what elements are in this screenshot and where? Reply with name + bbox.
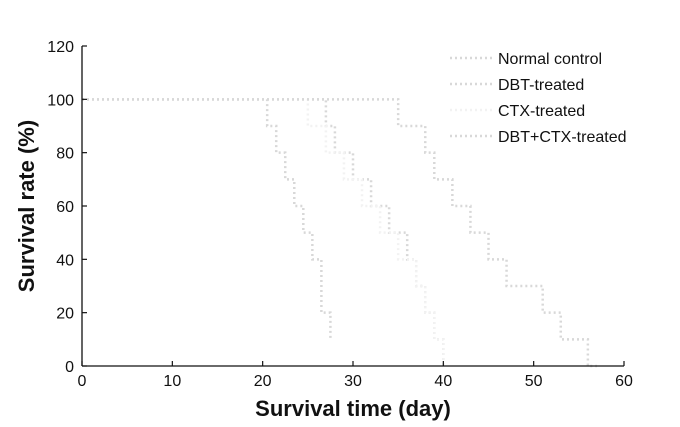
y-tick-label: 100 — [47, 92, 74, 109]
axes — [81, 46, 624, 367]
series-line-4 — [82, 98, 597, 368]
x-tick-label: 0 — [78, 373, 87, 390]
legend-label: Normal control — [498, 51, 602, 68]
y-tick-label: 0 — [65, 359, 74, 376]
y-tick-label: 40 — [56, 252, 74, 269]
series-layer — [82, 98, 597, 368]
legend-label: DBT-treated — [498, 77, 584, 94]
x-tick-label: 10 — [163, 373, 181, 390]
series-line-1 — [82, 98, 332, 340]
x-tick-label: 50 — [525, 373, 543, 390]
x-tick-label: 60 — [615, 373, 633, 390]
y-tick-label: 60 — [56, 199, 74, 216]
x-tick-label: 30 — [344, 373, 362, 390]
y-tick-label: 120 — [47, 39, 74, 56]
series-line-3 — [82, 98, 445, 366]
y-tick-label: 20 — [56, 306, 74, 323]
x-tick-label: 20 — [254, 373, 272, 390]
y-ticks: 0 20 40 60 80 100 120 — [47, 39, 87, 376]
legend-label: CTX-treated — [498, 103, 585, 120]
x-ticks: 0 10 20 30 40 50 60 — [78, 361, 633, 390]
y-axis-title: Survival rate (%) — [14, 120, 39, 292]
x-tick-label: 40 — [434, 373, 452, 390]
y-tick-label: 80 — [56, 146, 74, 163]
legend: Normal control DBT-treated CTX-treated DBT+… — [450, 51, 626, 146]
x-axis-title: Survival time (day) — [255, 396, 451, 421]
legend-label: DBT+CTX-treated — [498, 129, 626, 146]
